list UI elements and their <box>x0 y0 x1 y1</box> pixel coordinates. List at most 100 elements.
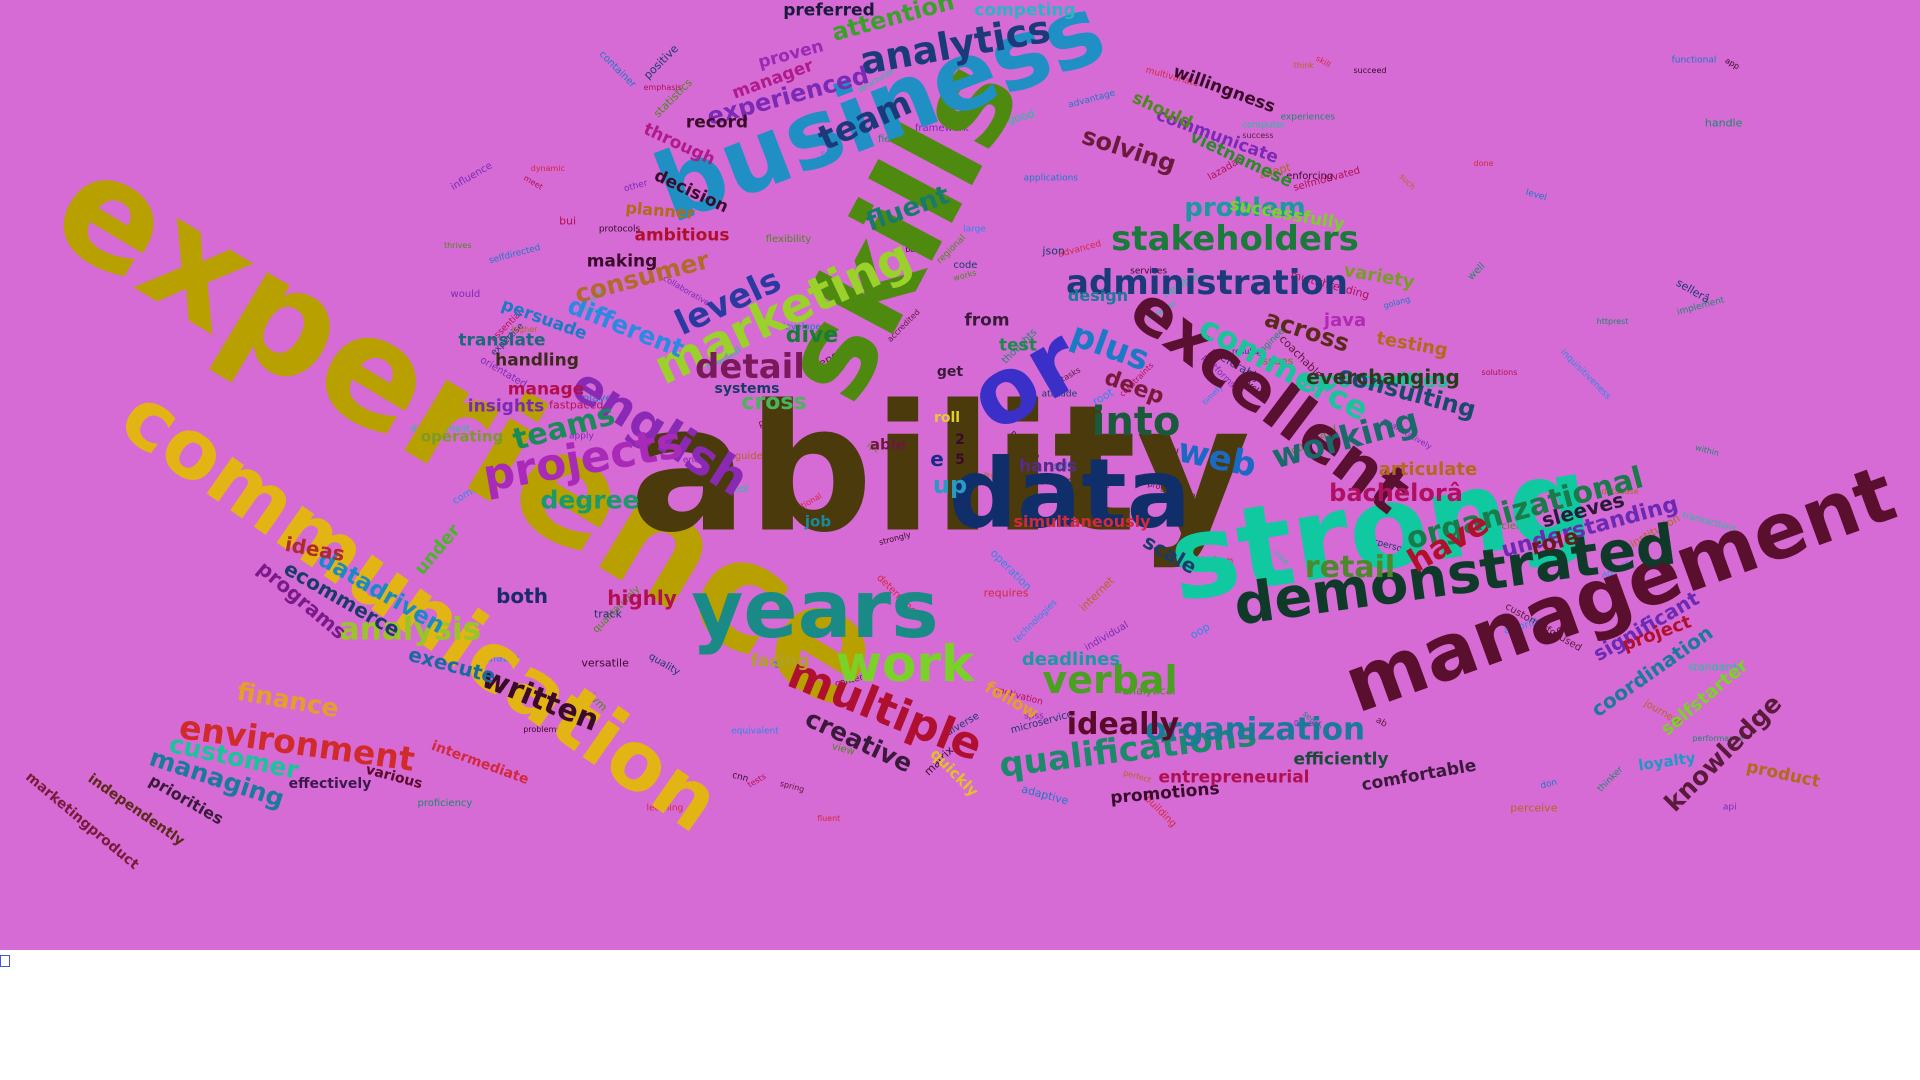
word-cloud-word: deadlines <box>1021 649 1121 670</box>
word-cloud-small-word: independent <box>1007 474 1077 488</box>
word-cloud-small-word: functional <box>1671 55 1717 66</box>
word-cloud-small-word: scalable <box>474 651 520 665</box>
word-cloud-word: cross <box>741 390 807 415</box>
word-cloud-word: manage <box>507 379 585 400</box>
word-cloud-word: get <box>936 364 964 380</box>
word-cloud-small-word: well <box>1466 260 1488 283</box>
word-cloud-word: test <box>999 335 1037 356</box>
word-cloud-small-word: flexibility <box>765 233 812 245</box>
word-cloud-word: administration <box>1066 263 1348 303</box>
word-cloud-small-word: requires <box>983 586 1029 600</box>
word-cloud-small-word: app <box>1723 55 1742 72</box>
word-cloud-small-word: results <box>1232 347 1259 357</box>
word-cloud-small-word: proficiency <box>417 797 473 809</box>
word-cloud-word: willingness <box>1170 61 1278 118</box>
word-cloud-small-word: fastpaced <box>549 398 604 412</box>
word-cloud-word: systems <box>714 381 780 397</box>
word-cloud-small-word: advanced <box>1057 239 1103 261</box>
word-cloud-word: preferred <box>783 0 875 21</box>
word-cloud-word: problem <box>1184 193 1306 223</box>
word-cloud-small-word: attitude <box>1041 389 1078 400</box>
word-cloud-word: detail <box>695 347 805 387</box>
word-cloud-word: degree <box>540 485 640 515</box>
word-cloud-small-word: api <box>1722 802 1737 813</box>
word-cloud-word: planner <box>624 198 696 223</box>
word-cloud-word: intermediate <box>429 737 531 789</box>
word-cloud-word: product <box>1744 756 1822 793</box>
word-cloud-small-word: experiences <box>1280 112 1336 123</box>
word-cloud-word: 5 <box>955 452 965 468</box>
word-cloud-small-word: handle <box>1704 116 1743 130</box>
word-cloud-small-word: spring <box>778 778 806 794</box>
word-cloud-small-word: perceive <box>1510 801 1558 815</box>
word-cloud-small-word: problems <box>523 724 561 734</box>
word-cloud-small-word: technologies <box>1011 597 1060 645</box>
word-cloud-word: follow <box>981 677 1042 724</box>
word-cloud-small-word: meet <box>522 173 545 192</box>
word-cloud-word: marketingproduct <box>22 769 142 873</box>
word-cloud-word: years <box>691 563 939 656</box>
word-cloud-word: analysis <box>338 611 482 648</box>
word-cloud-small-word: set <box>820 148 833 158</box>
word-cloud-small-word: protocols <box>598 224 641 235</box>
word-cloud-small-word: database <box>1601 486 1639 496</box>
word-cloud-word: job <box>804 512 832 531</box>
word-cloud-word: work <box>835 635 975 693</box>
word-cloud-small-word: inquisitiveness <box>1558 347 1613 402</box>
word-cloud-word: design <box>1067 286 1129 305</box>
word-cloud-word: finance <box>234 676 342 724</box>
word-cloud-word: hands <box>1019 456 1077 477</box>
word-cloud-small-word: perfect <box>1122 768 1153 785</box>
word-cloud-small-word: container <box>596 48 638 90</box>
word-cloud-word: efficiently <box>1293 749 1389 770</box>
word-cloud-small-word: spss <box>1023 711 1044 722</box>
word-cloud-small-word: other <box>622 178 649 195</box>
word-cloud-small-word: golang <box>1382 294 1412 311</box>
word-cloud-word: ambitious <box>634 225 730 246</box>
word-cloud-small-word: level <box>1524 187 1548 203</box>
word-cloud-word: both <box>496 584 548 608</box>
word-cloud-small-word: software <box>971 472 1015 484</box>
word-cloud-word: articulate <box>1378 459 1478 480</box>
word-cloud-word: e <box>930 447 944 471</box>
word-cloud-small-word: development <box>410 424 470 435</box>
word-cloud-small-word: emphasis <box>643 83 682 93</box>
word-cloud-small-word: internet <box>1076 574 1117 615</box>
word-cloud-small-word: framework <box>914 122 969 134</box>
word-cloud-small-word: json <box>1042 244 1065 258</box>
word-cloud-small-word: bui <box>559 214 577 228</box>
word-cloud-word: roll <box>933 410 961 426</box>
word-cloud-small-word: player <box>582 391 617 405</box>
word-cloud-word: able <box>869 435 907 454</box>
word-cloud-small-word: analytical <box>1122 684 1176 698</box>
word-cloud-small-word: basic <box>905 245 926 255</box>
word-cloud-word: highly <box>607 586 677 610</box>
word-cloud-word: competing <box>974 0 1076 21</box>
checkbox-icon <box>0 955 10 967</box>
word-cloud-small-word: computer <box>1241 120 1286 131</box>
word-cloud-word: ability <box>629 368 1251 572</box>
word-cloud-small-word: issues <box>1259 354 1294 368</box>
word-cloud-small-word: platform <box>1194 556 1234 567</box>
word-cloud-word: solving <box>1078 121 1180 179</box>
word-cloud-small-word: equivalent <box>731 726 779 737</box>
word-cloud-small-word: done <box>1473 158 1494 168</box>
word-cloud-word: simultaneously <box>1013 512 1151 531</box>
word-cloud-small-word: enforcing <box>1286 171 1334 183</box>
word-cloud-small-word: performance <box>1692 734 1744 744</box>
word-cloud-small-word: tests <box>746 771 768 790</box>
word-cloud-word: verbal <box>1042 658 1178 702</box>
word-cloud-small-word: thrives <box>443 241 472 251</box>
word-cloud-word: ideally <box>1066 707 1180 742</box>
word-cloud-small-word: science <box>1496 520 1534 532</box>
word-cloud-small-word: large <box>963 224 986 235</box>
word-cloud-small-word: developers <box>779 322 830 333</box>
word-cloud-word: handling <box>495 350 579 371</box>
word-cloud-small-word: track <box>593 607 622 621</box>
word-cloud-small-word: learning <box>646 803 684 814</box>
word-cloud-small-word: code <box>953 259 978 271</box>
word-cloud-word: translate <box>458 330 546 351</box>
word-cloud-small-word: tool <box>729 483 749 495</box>
word-cloud-word: facing <box>750 651 810 672</box>
word-cloud-word: from <box>964 310 1010 331</box>
